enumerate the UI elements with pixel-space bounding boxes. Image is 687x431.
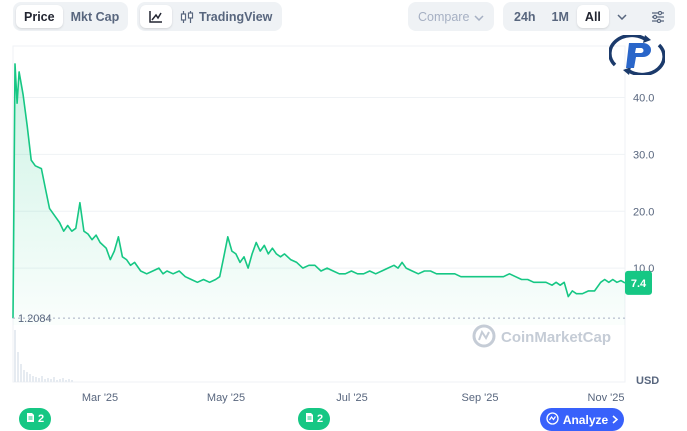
volume-bar [71,380,73,382]
watermark-text: CoinMarketCap [501,329,611,346]
tradingview-button[interactable]: TradingView [172,5,280,28]
low-price-label: 1.2084 [18,313,52,325]
event-count: 2 [37,413,45,425]
y-axis: 10.020.030.040.0 [633,93,654,276]
x-axis: Mar '25 May '25 Jul '25 Sep '25 Nov '25 [82,392,625,404]
y-tick-label: 20.0 [633,206,654,218]
document-icon [26,412,35,426]
event-count: 2 [316,413,324,425]
line-chart-icon [148,10,164,24]
chart-settings-button[interactable] [643,5,673,28]
document-icon [305,412,314,426]
logo-icon [608,33,666,77]
volume-bar [47,378,49,382]
event-badge[interactable]: 2 [19,408,51,430]
chart-frame [12,45,626,383]
volume-bar [23,370,25,382]
ai-analyze-icon [546,411,559,428]
price-area [13,63,625,326]
watermark: CoinMarketCap [472,324,611,348]
event-badge[interactable]: 2 [298,408,330,430]
volume-bars [14,330,73,382]
tab-price[interactable]: Price [16,5,63,28]
volume-bar [17,352,19,382]
price-line [12,63,626,319]
tab-mkt-cap[interactable]: Mkt Cap [70,9,120,24]
grid-lines [13,97,625,269]
volume-bar [65,380,67,382]
volume-bar [41,376,43,382]
volume-bar [59,379,61,382]
range-all[interactable]: All [576,5,609,28]
sliders-icon [651,10,665,23]
compare-label: Compare [418,9,470,24]
chart-mode-toggle: TradingView [137,2,282,31]
x-tick-label: May '25 [207,392,245,404]
line-chart-button[interactable] [140,5,172,28]
volume-bar [62,378,64,382]
range-1m[interactable]: 1M [551,9,569,24]
chevron-right-icon [612,413,619,427]
price-mktcap-toggle: Price Mkt Cap [13,2,128,31]
volume-bar [32,376,34,382]
volume-bar [29,374,31,382]
time-range-selector: 24h 1M All [503,2,675,31]
analyze-button[interactable]: Analyze [540,408,624,431]
currency-label: USD [636,375,659,387]
volume-bar [53,377,55,382]
volume-bar [38,378,40,382]
current-price-text: 7.4 [631,278,647,290]
volume-bar [20,364,22,382]
x-tick-label: Jul '25 [336,392,367,404]
chevron-down-icon [474,10,484,24]
x-tick-label: Mar '25 [82,392,118,404]
x-tick-label: Sep '25 [462,392,499,404]
compare-dropdown[interactable]: Compare [408,2,494,31]
current-price-tag: 7.4 [625,270,652,295]
volume-bar [56,380,58,382]
tradingview-label: TradingView [199,9,273,24]
volume-bar [68,379,70,382]
candlestick-icon [180,10,194,24]
volume-bar [50,379,52,382]
volume-bar [26,372,28,382]
more-ranges-button[interactable] [609,5,635,28]
volume-bar [14,330,16,382]
volume-bar [44,379,46,382]
chevron-down-icon [617,13,627,20]
volume-bar [35,377,37,382]
x-tick-label: Nov '25 [588,392,625,404]
range-24h[interactable]: 24h [514,9,536,24]
analyze-label: Analyze [562,412,609,427]
y-tick-label: 40.0 [633,93,654,105]
y-tick-label: 30.0 [633,149,654,161]
